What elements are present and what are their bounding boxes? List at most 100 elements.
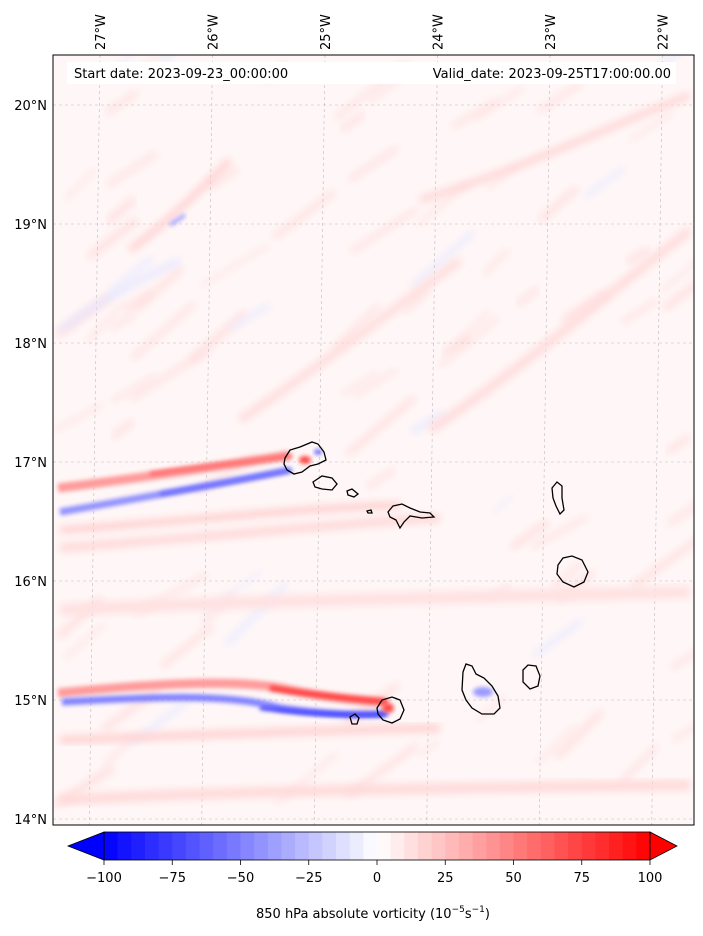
north-wake-positive-core [149, 454, 293, 476]
texture-streak [410, 230, 476, 288]
colorbar-segment [185, 832, 201, 860]
colorbar-segment [213, 832, 228, 860]
diagonal-streak-1 [128, 157, 233, 253]
texture-streak [409, 410, 446, 435]
colorbar-segment [554, 832, 569, 860]
colorbar-segment [336, 832, 351, 860]
meridian-line [538, 55, 551, 825]
faint-band-mid [59, 586, 691, 616]
lon-tick-label: 26°W [207, 14, 222, 50]
island-sao-nicolau [387, 503, 436, 530]
texture-streak [451, 98, 499, 129]
colorbar-segment [636, 832, 651, 860]
colorbar-segment [595, 832, 610, 860]
texture-streak [346, 396, 416, 456]
lon-tick-label: 22°W [657, 14, 672, 50]
colorbar-segment [267, 832, 282, 860]
colorbar-segment [499, 832, 514, 860]
texture-streak [536, 81, 583, 114]
texture-streak [662, 281, 694, 311]
colorbar-segment [622, 832, 637, 860]
texture-streak [103, 736, 135, 767]
colorbar-segment [458, 832, 474, 860]
texture-streak [341, 371, 378, 396]
colorbar-label-exp2: −1 [472, 905, 485, 915]
colorbar-extend-high [649, 831, 678, 861]
colorbar-segment [445, 832, 460, 860]
colorbar-segment [349, 832, 364, 860]
colorbar-tick-label: −100 [86, 871, 122, 886]
diagonal-streak-4 [427, 226, 693, 434]
colorbar-tick-label: 50 [505, 871, 522, 886]
north-wake-faint-2 [59, 514, 441, 552]
texture-streak [532, 618, 584, 658]
south-wake-negative-core [259, 706, 389, 717]
texture-streak [670, 650, 694, 670]
texture-streak [555, 710, 604, 759]
colorbar-segment [172, 832, 187, 860]
texture-streak [672, 724, 694, 742]
colorbar-segment [568, 832, 583, 860]
faint-band-south [59, 780, 691, 805]
texture-streak [86, 300, 127, 343]
colorbar-segment [540, 832, 555, 860]
texture-streak [441, 334, 472, 356]
colorbar-tick-label: 0 [373, 871, 381, 886]
map-panel: Start date: 2023-09-23_00:00:00 Valid_da… [14, 14, 695, 828]
date-info-box: Start date: 2023-09-23_00:00:00 Valid_da… [67, 62, 676, 84]
lat-tick-label: 16°N [14, 575, 47, 590]
vortex-blob-fogo-pos [382, 703, 394, 713]
island-boa-vista [556, 555, 589, 588]
lat-tick-label: 17°N [14, 456, 47, 471]
texture-streak [224, 582, 289, 647]
lon-tick-label: 24°W [432, 14, 447, 50]
texture-streak [109, 312, 137, 331]
colorbar-segment [199, 832, 214, 860]
colorbar-segments [104, 832, 651, 860]
colorbar-segment [527, 832, 542, 860]
texture-streak [107, 255, 154, 296]
texture-streak [530, 515, 588, 550]
texture-streak [659, 55, 680, 66]
texture-streak [492, 494, 514, 514]
texture-streak [366, 468, 396, 489]
lat-tick-label: 18°N [14, 337, 47, 352]
lon-tick-label: 25°W [319, 14, 334, 50]
info-box-background [67, 62, 676, 84]
texture-streak [402, 288, 431, 314]
colorbar-label-main: 850 hPa absolute vorticity (10 [256, 907, 452, 922]
south-wake-positive-core [269, 685, 389, 705]
island-maio [522, 664, 541, 690]
vortex-blob-santiago [473, 687, 493, 697]
meridian-line [313, 55, 326, 825]
texture-streak [418, 740, 440, 757]
texture-streak [123, 289, 153, 313]
texture-streak [583, 166, 626, 199]
texture-streak [160, 624, 214, 669]
diagonal-streak-6 [58, 257, 182, 333]
island-branco-razo [366, 509, 373, 514]
colorbar: −100 −75 −50 −25 0 25 50 75 100 850 hPa absolute… [66, 831, 678, 922]
texture-streak [516, 286, 540, 307]
start-date-label: Start date: 2023-09-23_00:00:00 [74, 67, 288, 82]
colorbar-segment [513, 832, 528, 860]
texture-streak [207, 167, 239, 190]
texture-streak [456, 310, 490, 344]
texture-streak [620, 744, 659, 783]
lon-tick-label: 23°W [544, 14, 559, 50]
latitude-tick-labels: 20°N 19°N 18°N 17°N 16°N 15°N 14°N [14, 99, 47, 828]
diagonal-streak-5 [418, 91, 692, 204]
lat-tick-label: 14°N [14, 813, 47, 828]
texture-streak [538, 186, 579, 223]
colorbar-segment [472, 832, 487, 860]
colorbar-segment [254, 832, 269, 860]
texture-streak [551, 561, 583, 590]
colorbar-tick-label: −75 [159, 871, 186, 886]
colorbar-segment [363, 832, 378, 860]
colorbar-segment [581, 832, 596, 860]
colorbar-segment [295, 832, 310, 860]
texture-streak [667, 503, 694, 526]
north-wake-negative-core [159, 468, 293, 496]
texture-streak [482, 248, 510, 276]
